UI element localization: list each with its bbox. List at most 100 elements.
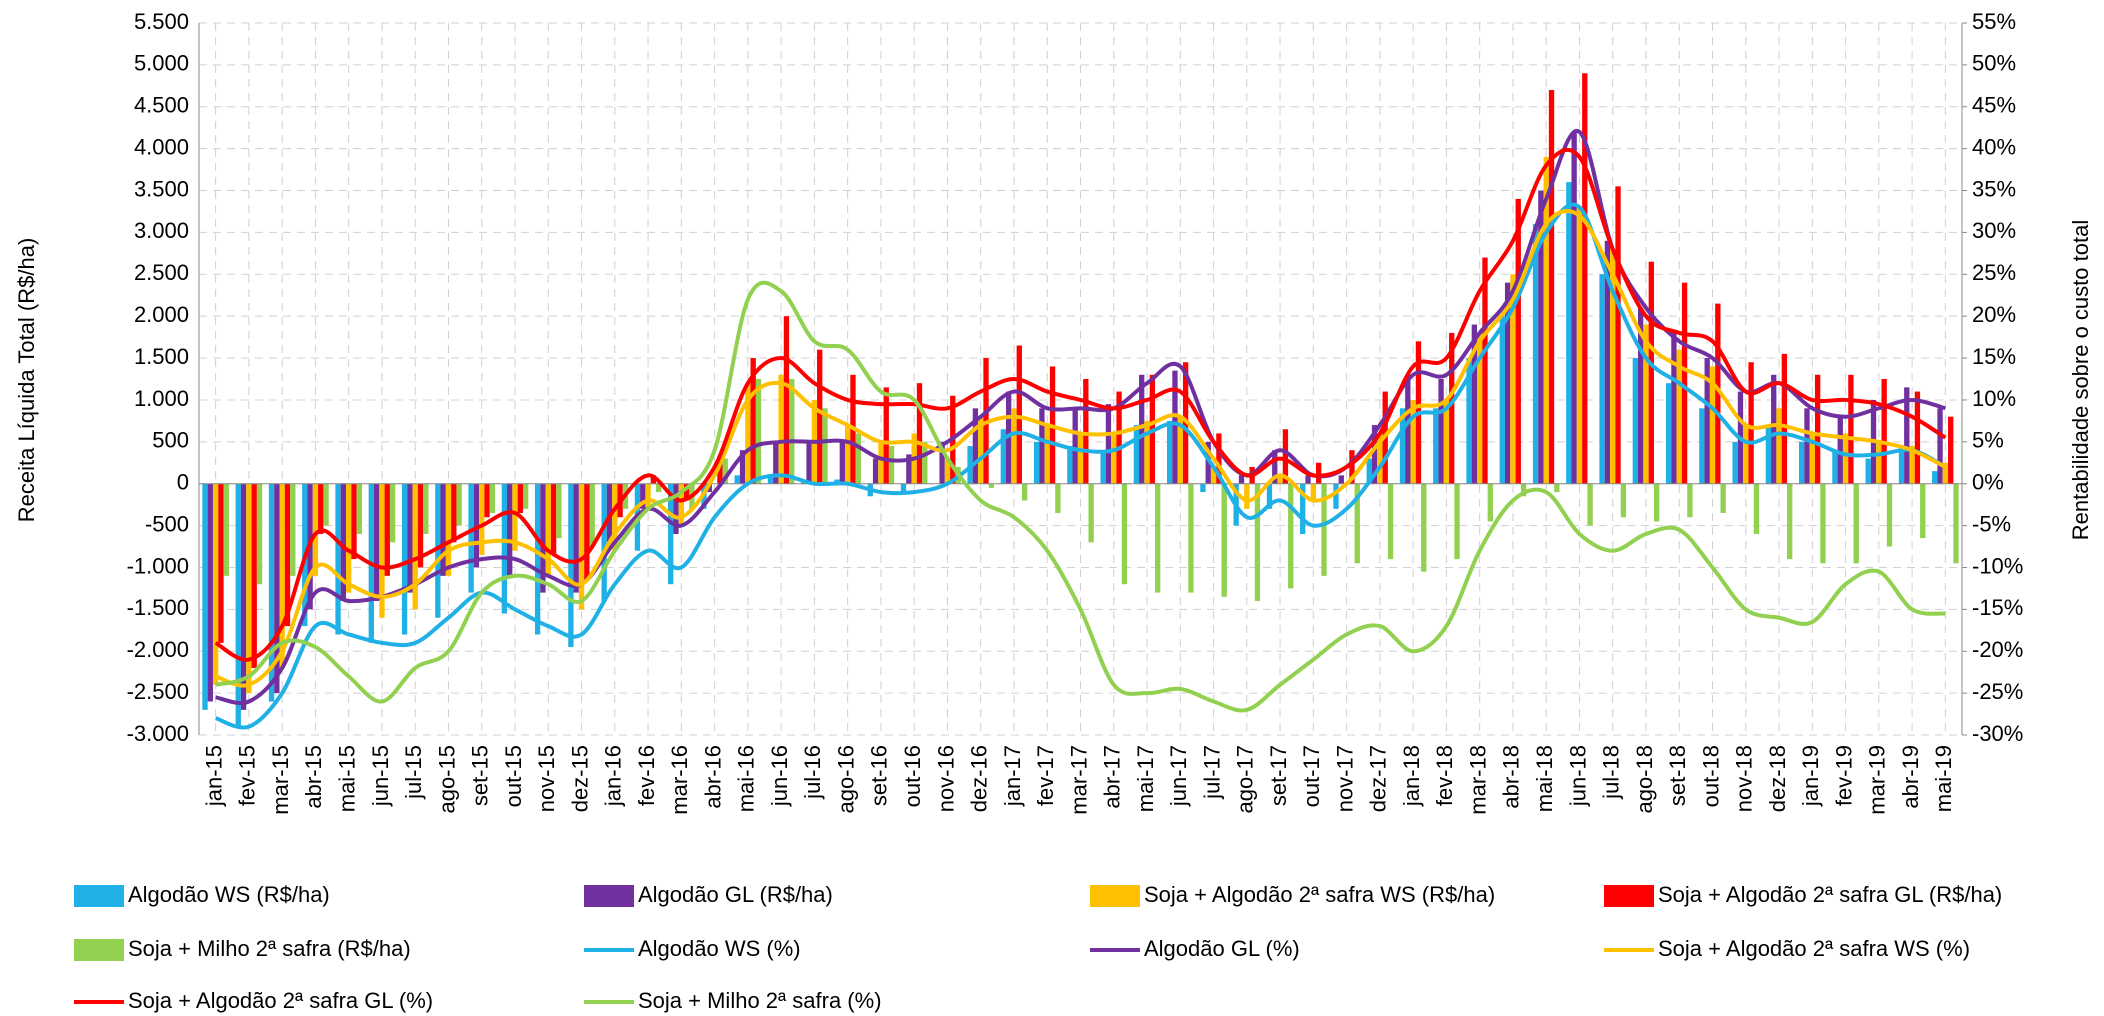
bar xyxy=(290,483,296,576)
x-tick-label: fev-16 xyxy=(634,745,659,806)
legend-swatch xyxy=(74,939,124,961)
bar xyxy=(650,475,657,484)
bar xyxy=(1000,429,1006,484)
bar xyxy=(1732,441,1738,484)
bar xyxy=(1932,471,1938,484)
x-tick-label: dez-18 xyxy=(1765,745,1790,812)
legend-label: Algodão GL (R$/ha) xyxy=(638,882,833,907)
bar xyxy=(1753,483,1760,534)
legend-label: Soja + Algodão 2ª safra WS (R$/ha) xyxy=(1144,882,1495,907)
bar xyxy=(473,483,480,568)
bar xyxy=(323,483,329,526)
bar xyxy=(578,483,585,610)
bar xyxy=(335,483,341,635)
bar xyxy=(1548,90,1555,484)
bar xyxy=(1254,483,1261,601)
bar xyxy=(1876,441,1882,484)
y-tick-label: 4.000 xyxy=(134,134,189,159)
bar xyxy=(1044,425,1050,484)
x-tick-label: abr-16 xyxy=(700,745,725,809)
y2-tick-label: -20% xyxy=(1972,637,2023,662)
bar xyxy=(1648,261,1654,484)
bar xyxy=(1377,433,1383,484)
bar xyxy=(1715,303,1721,484)
bar xyxy=(550,483,557,555)
bar xyxy=(1466,358,1472,484)
y2-tick-label: 20% xyxy=(1972,302,2016,327)
legend-swatch xyxy=(74,885,124,907)
bar xyxy=(1105,404,1112,484)
bar xyxy=(1177,416,1183,484)
bar xyxy=(978,416,984,484)
bar xyxy=(1832,450,1838,484)
bar xyxy=(445,483,452,576)
bar xyxy=(1039,408,1045,484)
legend-label: Soja + Milho 2ª safra (R$/ha) xyxy=(128,936,411,961)
x-tick-label: fev-17 xyxy=(1033,745,1058,806)
bar xyxy=(1033,441,1040,484)
bar xyxy=(1316,462,1322,484)
bar xyxy=(1566,182,1572,484)
line xyxy=(214,208,1947,688)
bar xyxy=(251,483,257,668)
legend-swatch xyxy=(1090,885,1140,907)
bar xyxy=(972,408,979,484)
bar xyxy=(1643,324,1649,484)
bar xyxy=(1116,391,1122,484)
bar xyxy=(872,458,879,484)
bar xyxy=(944,458,951,484)
bar xyxy=(240,483,247,710)
bar xyxy=(589,483,595,547)
bar xyxy=(1853,483,1859,564)
bar xyxy=(988,483,995,488)
bar xyxy=(855,433,861,484)
bar xyxy=(888,446,895,484)
bar xyxy=(351,483,357,560)
bar xyxy=(1538,190,1544,484)
bar xyxy=(1272,450,1278,484)
bar xyxy=(822,408,828,484)
bar xyxy=(750,358,756,484)
x-tick-label: mai-17 xyxy=(1133,745,1158,812)
y-tick-label: 4.500 xyxy=(134,93,189,118)
bar xyxy=(1077,433,1084,484)
bar xyxy=(1620,483,1627,518)
bar xyxy=(1111,433,1117,484)
y-tick-label: -1.000 xyxy=(127,553,189,578)
bar xyxy=(412,483,418,610)
bar xyxy=(1216,433,1222,484)
bar xyxy=(1804,408,1810,484)
x-tick-label: out-16 xyxy=(900,745,925,807)
bar xyxy=(1576,207,1583,484)
x-tick-label: jun-15 xyxy=(368,745,393,807)
x-tick-label: dez-15 xyxy=(567,745,592,812)
y2-tick-label: -25% xyxy=(1972,679,2023,704)
bar xyxy=(1155,483,1161,593)
bar xyxy=(817,349,823,484)
bar xyxy=(1771,374,1777,484)
bar xyxy=(755,379,762,484)
bar xyxy=(1653,483,1660,522)
bar xyxy=(1166,420,1173,484)
bar xyxy=(568,483,574,648)
bar xyxy=(1321,483,1327,576)
x-tick-label: jan-18 xyxy=(1399,745,1424,807)
y-tick-label: -2.000 xyxy=(127,637,189,662)
bar xyxy=(783,316,790,484)
x-tick-label: jun-18 xyxy=(1565,745,1590,807)
bar xyxy=(1454,483,1460,560)
bar xyxy=(1210,466,1217,484)
bar xyxy=(384,483,390,576)
bar xyxy=(318,483,324,534)
bar xyxy=(683,483,690,501)
bar xyxy=(1554,483,1560,493)
x-tick-label: mar-18 xyxy=(1465,745,1490,815)
bar xyxy=(401,483,408,635)
bar xyxy=(883,387,889,484)
bar xyxy=(540,483,546,593)
bar xyxy=(1011,408,1017,484)
line xyxy=(215,129,1946,705)
x-tick-label: jan-17 xyxy=(1000,745,1025,807)
y-tick-label: 500 xyxy=(152,428,189,453)
